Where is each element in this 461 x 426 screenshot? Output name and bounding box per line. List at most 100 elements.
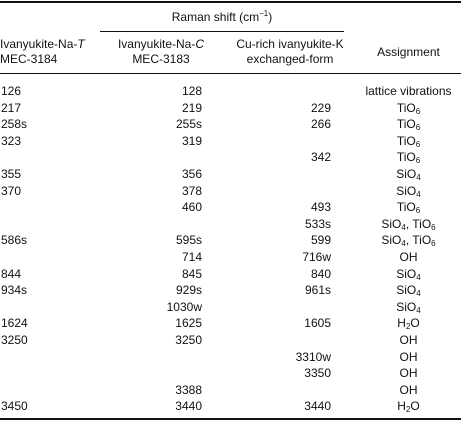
table-row: 3350 OH: [0, 365, 461, 382]
table-row: 342 TiO6: [0, 149, 461, 166]
group-rule: [100, 31, 344, 32]
table-row: 323 319 TiO6: [0, 133, 461, 150]
table-row: 217 219 229 TiO6: [0, 100, 461, 117]
group-header-sup: −1: [259, 9, 269, 18]
assignment-text: TiO: [396, 133, 416, 148]
cell-assignment: TiO6: [356, 116, 461, 133]
cell-mec3184: 126: [1, 84, 22, 98]
assignment-subscript: 6: [415, 123, 421, 133]
assignment-subscript: 4: [401, 239, 406, 249]
assignment-subscript: 4: [416, 189, 421, 199]
assignment-subscript: 6: [415, 139, 421, 149]
cell-mec3183: 460: [181, 200, 202, 215]
col1-name: Ivanyukite-Na-: [0, 37, 78, 51]
cell-cu-rich: 599: [310, 233, 331, 248]
assignment-text: SiO: [381, 216, 402, 231]
table-row: 258s 255s 266 TiO6: [0, 116, 461, 133]
assignment-text: H: [397, 399, 406, 414]
cell-cu-rich: 533s: [304, 216, 331, 231]
cell-mec3184: 323: [1, 133, 22, 148]
col1-code: MEC-3184: [0, 52, 58, 66]
cell-assignment: SiO4, TiO6: [356, 216, 461, 233]
assignment-text: TiO: [396, 150, 416, 165]
col-header-3: Cu-rich ivanyukite-K exchanged-form: [234, 37, 346, 67]
assignment-text: , TiO: [405, 233, 432, 248]
cell-mec3183: 1030w: [166, 299, 202, 314]
cell-mec3183: 128: [181, 84, 202, 98]
assignment-text: OH: [399, 382, 418, 397]
cell-assignment: TiO6: [356, 133, 461, 150]
assignment-text: , TiO: [405, 216, 432, 231]
assignment-subscript: 4: [416, 173, 421, 182]
table-row: 1624 1625 1605 H2O: [0, 315, 461, 332]
assignment-text: TiO: [396, 117, 416, 132]
table-row: 126 128 lattice vibrations: [0, 83, 461, 100]
cell-mec3183: 1625: [175, 316, 202, 331]
cell-mec3183: 255s: [175, 117, 202, 132]
group-header-close: ): [268, 10, 273, 24]
cell-assignment: SiO4: [356, 299, 461, 316]
assignment-subscript: 4: [416, 289, 421, 299]
top-rule: [0, 1, 461, 3]
cell-mec3183: 3388: [175, 382, 202, 397]
assignment-text: SiO: [396, 299, 417, 314]
assignment-text: SiO: [396, 167, 417, 181]
cell-mec3183: 378: [181, 183, 202, 198]
assignment-subscript: 6: [415, 156, 421, 166]
assignment-text: OH: [399, 333, 418, 347]
cell-mec3184: 355: [1, 167, 22, 181]
cell-cu-rich: 3440: [304, 399, 331, 414]
cell-mec3183: 929s: [175, 283, 202, 298]
col-header-2: Ivanyukite-Na-C MEC-3183: [105, 37, 217, 67]
col2-name-italic: C: [195, 37, 205, 51]
cell-assignment: TiO6: [356, 100, 461, 117]
assignment-subscript: 6: [415, 206, 421, 216]
col2-name: Ivanyukite-Na-: [117, 37, 196, 51]
raman-shift-group-header: Raman shift (cm−1): [100, 10, 344, 25]
table-row: 934s 929s 961s SiO4: [0, 282, 461, 299]
cell-assignment: H2O: [356, 315, 461, 332]
table-row: 3310w OH: [0, 349, 461, 366]
cell-assignment: OH: [356, 382, 461, 399]
assignment-text: SiO: [396, 283, 417, 298]
cell-mec3184: 586s: [1, 233, 28, 248]
cell-assignment: lattice vibrations: [356, 83, 461, 100]
col1-name-italic: T: [77, 37, 85, 51]
cell-mec3183: 3250: [175, 333, 202, 347]
cell-cu-rich: 840: [310, 266, 331, 281]
assignment-text: SiO: [381, 233, 402, 248]
table-row: 714 716w OH: [0, 249, 461, 266]
cell-cu-rich: 3350: [304, 366, 331, 381]
col3-line1: Cu-rich ivanyukite-K: [236, 37, 344, 51]
cell-mec3183: 356: [181, 167, 202, 181]
bottom-rule: [0, 418, 461, 420]
col-header-4: Assignment: [356, 45, 461, 60]
assignment-subscript: 4: [401, 222, 406, 232]
cell-mec3183: 3440: [175, 399, 202, 414]
cell-assignment: SiO4: [356, 166, 461, 183]
cell-assignment: OH: [356, 349, 461, 366]
assignment-subscript: 6: [431, 239, 436, 249]
cell-mec3184: 258s: [1, 117, 28, 132]
assignment-text: OH: [399, 366, 418, 381]
assignment-text: O: [410, 316, 420, 331]
cell-cu-rich: 3310w: [295, 349, 331, 364]
assignment-text: OH: [399, 250, 418, 264]
cell-assignment: OH: [356, 332, 461, 349]
assignment-subscript: 2: [405, 405, 411, 415]
cell-assignment: H2O: [356, 398, 461, 415]
table-row: 586s 595s 599 SiO4, TiO6: [0, 232, 461, 249]
cell-mec3184: 370: [1, 183, 22, 198]
assignment-text: TiO: [396, 100, 416, 115]
cell-mec3184: 3250: [1, 333, 28, 347]
cell-cu-rich: 716w: [302, 250, 331, 264]
cell-mec3184: 3450: [1, 399, 28, 414]
cell-assignment: TiO6: [356, 149, 461, 166]
cell-assignment: SiO4: [356, 266, 461, 283]
col3-line2: exchanged-form: [246, 52, 334, 66]
cell-cu-rich: 266: [310, 117, 331, 132]
cell-mec3183: 595s: [175, 233, 202, 248]
cell-mec3184: 844: [1, 266, 22, 281]
cell-assignment: SiO4: [356, 183, 461, 200]
